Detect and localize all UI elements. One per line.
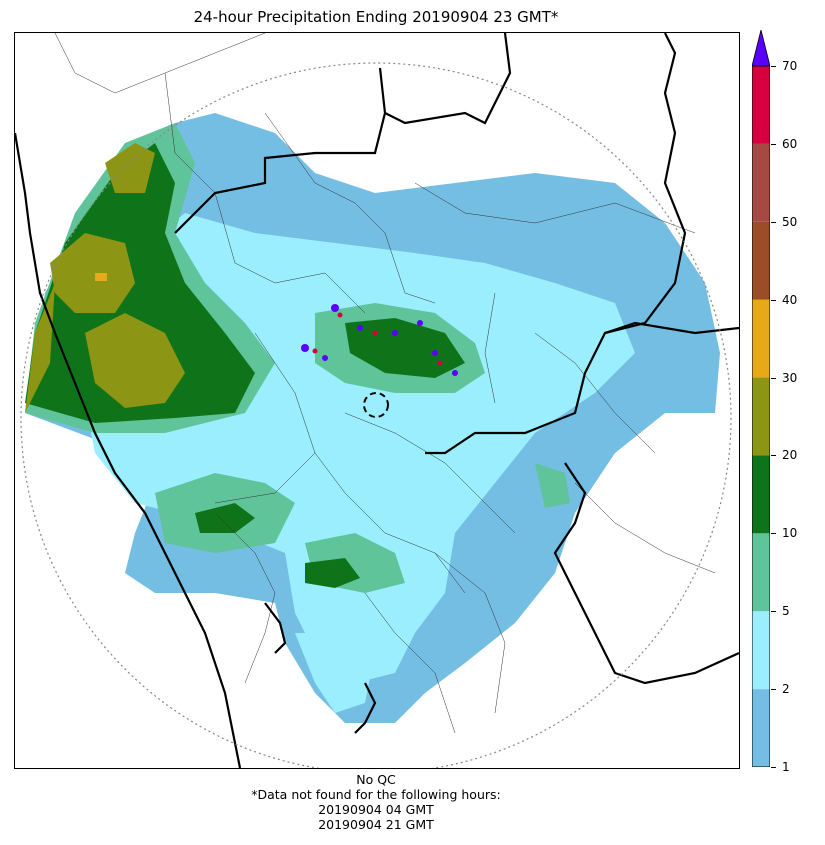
colorbar-tick-label: 2	[782, 682, 790, 697]
radar-site-marker	[363, 392, 389, 418]
colorbar-tick	[771, 533, 776, 535]
colorbar-tick	[771, 377, 776, 379]
colorbar-tick-label: 1	[782, 760, 790, 774]
colorbar-segment	[752, 377, 770, 456]
colorbar-tick	[771, 143, 776, 145]
colorbar	[751, 29, 771, 768]
colorbar-tick	[771, 299, 776, 301]
colorbar-segment	[752, 611, 770, 690]
map-title: 24-hour Precipitation Ending 20190904 23…	[193, 8, 559, 26]
colorbar-segment	[752, 66, 770, 144]
precip-layer-20-30	[25, 143, 185, 413]
colorbar-tick-label: 20	[782, 448, 798, 463]
footer-note: No QC *Data not found for the following …	[0, 772, 752, 832]
colorbar-tick	[771, 221, 776, 223]
colorbar-tick	[771, 767, 776, 768]
colorbar-segment	[752, 689, 770, 767]
colorbar-tick-label: 5	[782, 604, 790, 619]
colorbar-tick-label: 30	[782, 370, 798, 385]
colorbar-segment	[752, 299, 770, 378]
precip-layer-30-40	[95, 273, 107, 281]
colorbar-segments	[752, 66, 770, 767]
colorbar-graphic	[751, 29, 771, 768]
colorbar-tick-label: 40	[782, 292, 798, 307]
colorbar-segment	[752, 533, 770, 612]
radar-range-ring	[20, 62, 732, 768]
colorbar-tick-label: 70	[782, 59, 798, 73]
map-canvas	[15, 33, 739, 768]
colorbar-tick	[771, 455, 776, 457]
precip-layer-60-70	[312, 312, 443, 366]
colorbar-extend-arrow	[751, 29, 771, 67]
colorbar-tick-label: 60	[782, 136, 798, 151]
colorbar-tick	[771, 611, 776, 613]
colorbar-tick	[771, 689, 776, 691]
footer-line-missing: *Data not found for the following hours:	[251, 787, 501, 802]
footer-line-hour-2: 20190904 21 GMT	[318, 817, 434, 832]
footer-line-hour-1: 20190904 04 GMT	[318, 802, 434, 817]
precipitation-map[interactable]	[14, 32, 740, 769]
colorbar-tick-label: 50	[782, 214, 798, 229]
colorbar-segment	[752, 221, 770, 300]
colorbar-tick-label: 10	[782, 526, 798, 541]
footer-line-qc: No QC	[356, 772, 396, 787]
precip-layer-70plus	[301, 304, 458, 376]
colorbar-segment	[752, 143, 770, 222]
colorbar-tick	[771, 66, 776, 67]
district-boundaries	[54, 33, 716, 734]
colorbar-segment	[752, 455, 770, 534]
state-boundaries	[15, 33, 739, 768]
